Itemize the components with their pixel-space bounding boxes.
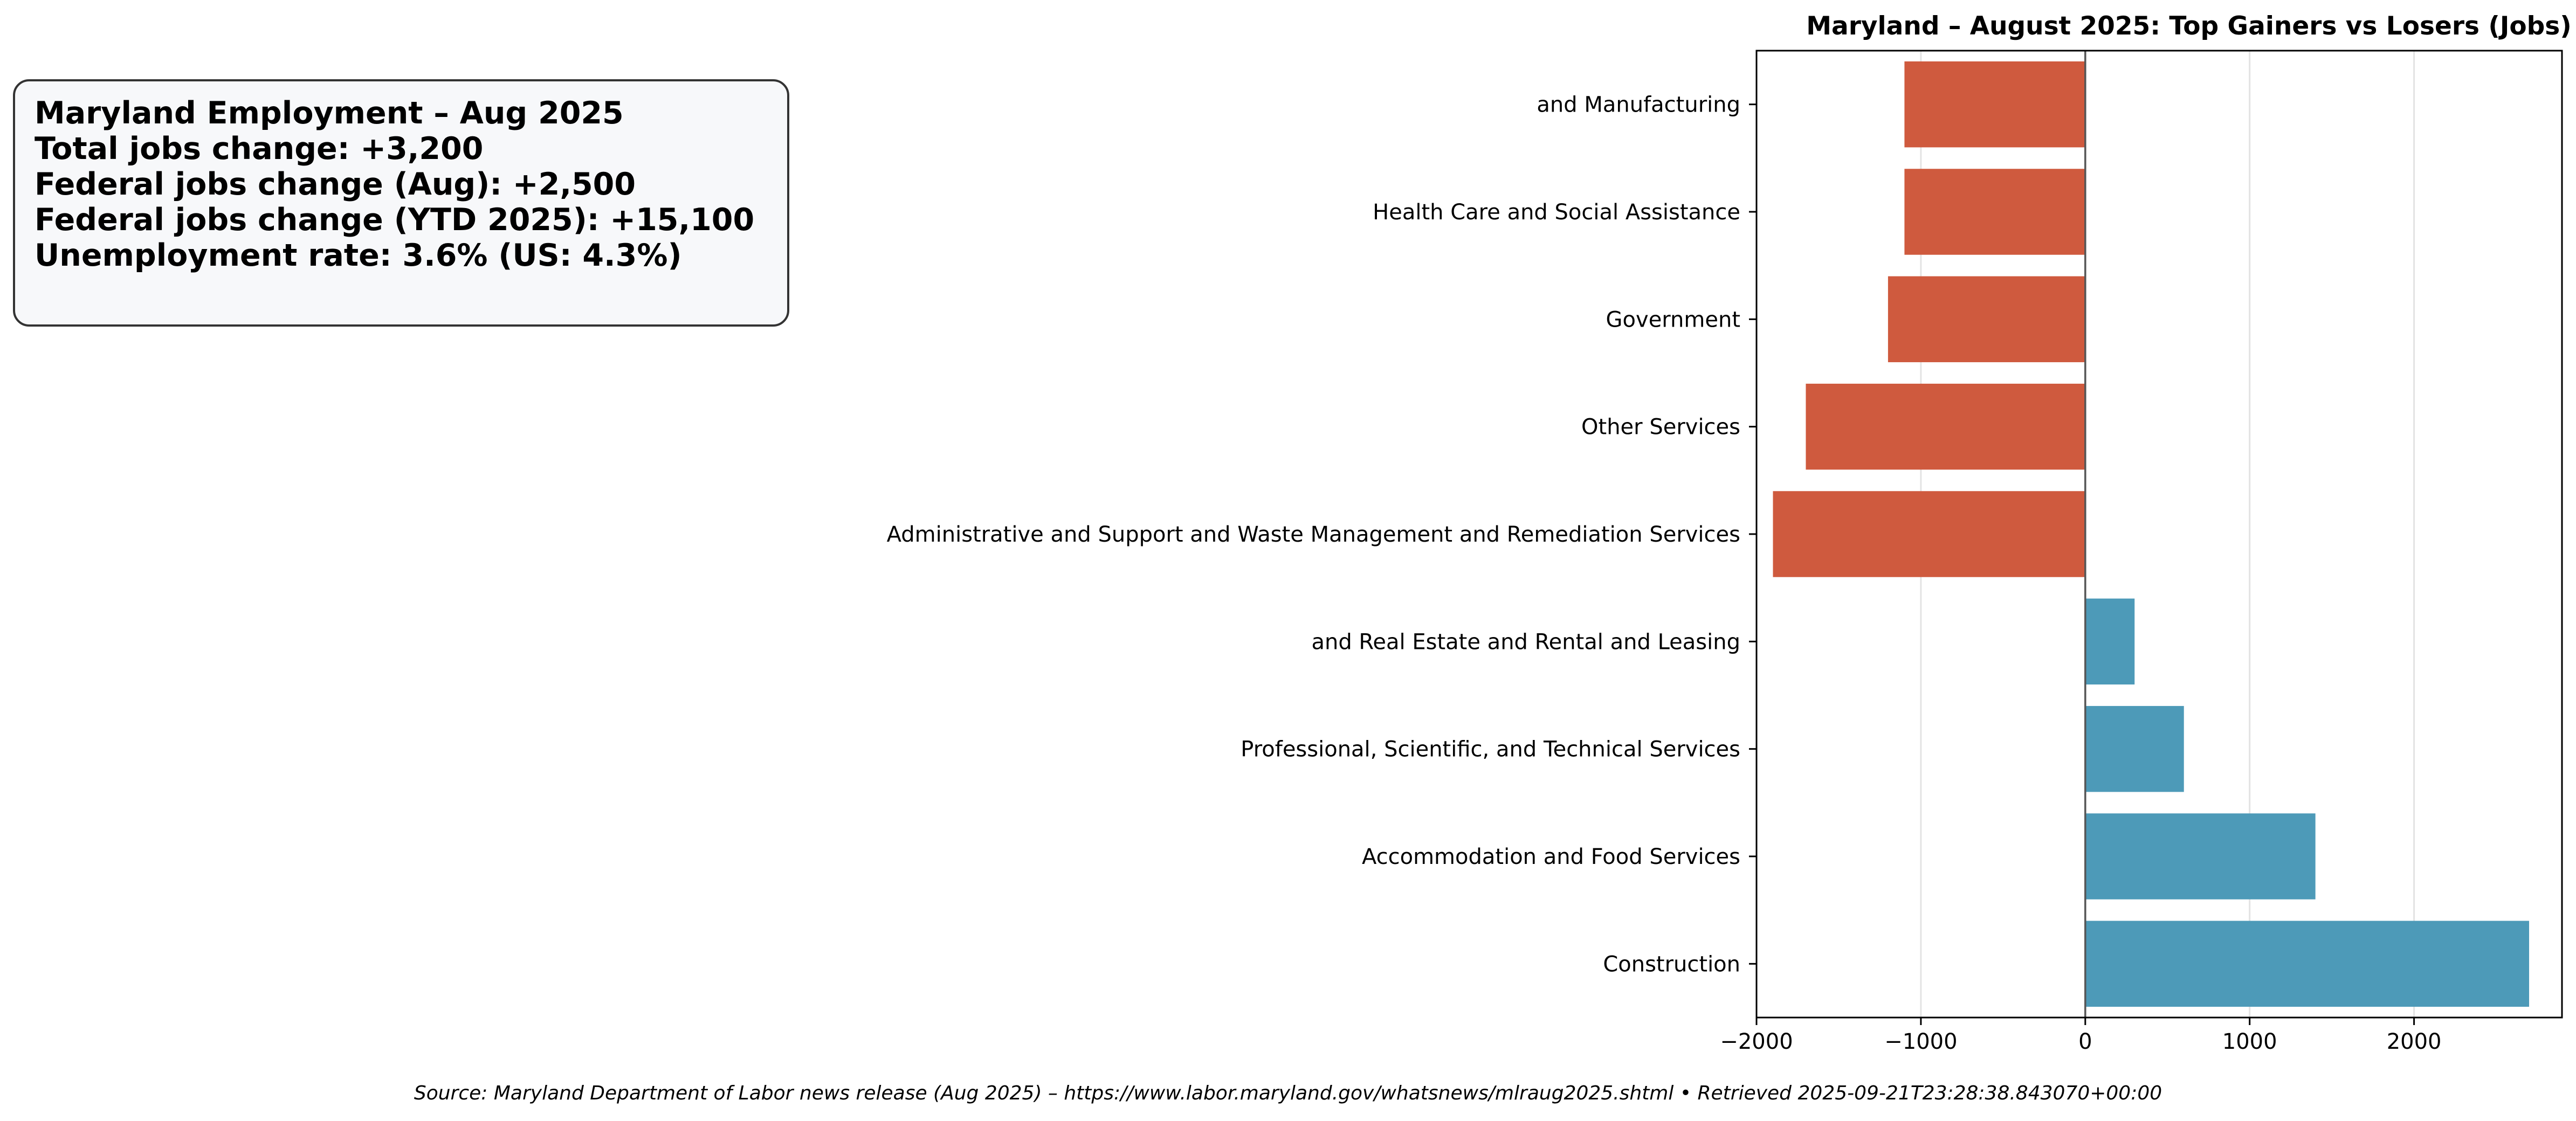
bar-6 (2085, 705, 2184, 792)
summary-federal-aug: Federal jobs change (Aug): +2,500 (35, 167, 636, 202)
bar-7 (2085, 813, 2316, 899)
bar-0 (1904, 61, 2085, 148)
x-axis-ticks: −2000 −1000 0 1000 2000 (1720, 1018, 2441, 1054)
y-tick-label-0: and Manufacturing (1537, 93, 1740, 117)
x-tick-label-2: 0 (2078, 1029, 2092, 1054)
x-tick-label-0: −2000 (1720, 1029, 1793, 1054)
chart-title: Maryland – August 2025: Top Gainers vs L… (1806, 11, 2571, 41)
y-tick-label-8: Construction (1603, 952, 1740, 977)
x-tick-label-3: 1000 (2222, 1029, 2277, 1054)
y-axis-ticks: and Manufacturing Health Care and Social … (887, 93, 1757, 977)
bar-1 (1904, 169, 2085, 255)
source-note: Source: Maryland Department of Labor new… (414, 1082, 2162, 1104)
bar-8 (2085, 921, 2530, 1007)
bar-5 (2085, 598, 2135, 685)
y-tick-label-3: Other Services (1581, 415, 1740, 440)
summary-title: Maryland Employment – Aug 2025 (35, 95, 624, 131)
y-tick-label-7: Accommodation and Food Services (1362, 845, 1740, 869)
y-tick-label-5: and Real Estate and Rental and Leasing (1311, 629, 1740, 654)
bars (1773, 61, 2530, 1007)
y-tick-label-4: Administrative and Support and Waste Man… (887, 522, 1740, 547)
summary-box: Maryland Employment – Aug 2025 Total job… (13, 79, 789, 327)
summary-federal-ytd: Federal jobs change (YTD 2025): +15,100 (35, 202, 755, 238)
y-tick-label-1: Health Care and Social Assistance (1373, 200, 1740, 225)
summary-total-jobs: Total jobs change: +3,200 (35, 131, 484, 167)
bar-4 (1773, 491, 2085, 577)
x-tick-label-1: −1000 (1884, 1029, 1957, 1054)
summary-unemployment: Unemployment rate: 3.6% (US: 4.3%) (35, 238, 682, 273)
bar-3 (1806, 383, 2085, 470)
y-tick-label-2: Government (1606, 307, 1740, 332)
bar-2 (1888, 276, 2085, 363)
y-tick-label-6: Professional, Scientific, and Technical … (1241, 737, 1740, 762)
x-tick-label-4: 2000 (2387, 1029, 2442, 1054)
